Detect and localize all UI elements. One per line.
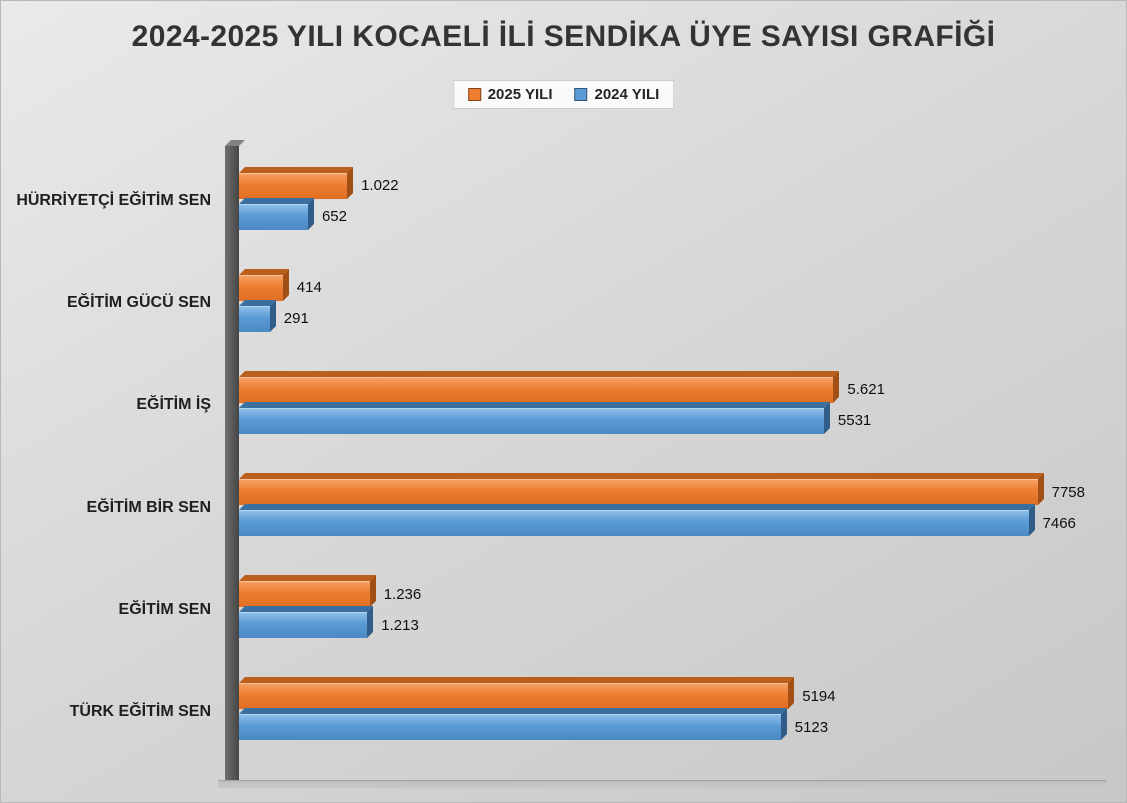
bar-group: 1.022 652 bbox=[239, 172, 1085, 230]
bar-line: 5123 bbox=[239, 714, 1085, 741]
legend-swatch-icon bbox=[574, 88, 588, 101]
value-label: 1.236 bbox=[383, 585, 422, 603]
bar-line: 652 bbox=[239, 203, 1085, 230]
bar-line: 291 bbox=[239, 305, 1085, 332]
bar-2025-yili bbox=[239, 274, 283, 301]
chart-rows: HÜRRİYETÇİ EĞİTİM SEN 1.022 652 EĞİTİM GÜCÜ… bbox=[0, 150, 1127, 763]
bar-line: 414 bbox=[239, 274, 1085, 301]
bar-line: 5194 bbox=[239, 683, 1085, 710]
bar-2025-yili bbox=[239, 683, 789, 710]
bar-2025-yili bbox=[239, 376, 834, 403]
bar-group: 1.236 1.213 bbox=[239, 581, 1085, 639]
chart-floor bbox=[218, 780, 1106, 788]
category-label: EĞİTİM GÜCÜ SEN bbox=[66, 294, 211, 312]
category-label: EĞİTİM SEN bbox=[118, 600, 211, 618]
bar-group: 414 291 bbox=[239, 274, 1085, 332]
bar-2024-yili bbox=[239, 510, 1029, 537]
value-label: 7758 bbox=[1051, 483, 1085, 501]
bar-2024-yili bbox=[239, 714, 781, 741]
bar-group: 5.621 5531 bbox=[239, 376, 1085, 434]
category-label: HÜRRİYETÇİ EĞİTİM SEN bbox=[16, 192, 211, 210]
bar-line: 1.213 bbox=[239, 612, 1085, 639]
value-label: 5194 bbox=[802, 687, 836, 705]
bar-2024-yili bbox=[239, 407, 824, 434]
legend-label: 2025 YILI bbox=[487, 86, 553, 103]
chart-row: EĞİTİM GÜCÜ SEN 414 291 bbox=[0, 252, 1127, 354]
bar-2025-yili bbox=[239, 172, 348, 199]
value-label: 414 bbox=[296, 279, 322, 297]
plot-area: HÜRRİYETÇİ EĞİTİM SEN 1.022 652 EĞİTİM GÜCÜ… bbox=[0, 146, 1127, 788]
chart-row: EĞİTİM SEN 1.236 1.213 bbox=[0, 559, 1127, 661]
category-label: EĞİTİM BİR SEN bbox=[86, 498, 211, 516]
bar-group: 7758 7466 bbox=[239, 479, 1085, 537]
legend: 2025 YILI 2024 YILI bbox=[452, 80, 675, 109]
value-label: 5123 bbox=[794, 718, 829, 736]
value-label: 652 bbox=[321, 208, 347, 226]
bar-line: 5.621 bbox=[239, 376, 1085, 403]
value-label: 7466 bbox=[1042, 514, 1076, 532]
bar-group: 5194 5123 bbox=[239, 683, 1085, 741]
bar-2025-yili bbox=[239, 581, 370, 608]
value-label: 5531 bbox=[837, 412, 872, 430]
axis-wall bbox=[225, 146, 239, 784]
legend-item: 2024 YILI bbox=[574, 86, 660, 103]
bar-line: 7466 bbox=[239, 510, 1085, 537]
bar-2024-yili bbox=[239, 203, 308, 230]
chart-title: 2024-2025 YILI KOCAELİ İLİ SENDİKA ÜYE S… bbox=[131, 20, 996, 53]
bar-2024-yili bbox=[239, 305, 270, 332]
bar-line: 1.022 bbox=[239, 172, 1085, 199]
category-label: EĞİTİM İŞ bbox=[136, 396, 211, 414]
chart-row: EĞİTİM BİR SEN 7758 7466 bbox=[0, 457, 1127, 559]
category-label: TÜRK EĞİTİM SEN bbox=[69, 702, 211, 720]
bar-line: 7758 bbox=[239, 479, 1085, 506]
chart-row: HÜRRİYETÇİ EĞİTİM SEN 1.022 652 bbox=[0, 150, 1127, 252]
bar-2024-yili bbox=[239, 612, 368, 639]
legend-item: 2025 YILI bbox=[467, 86, 553, 103]
value-label: 1.213 bbox=[381, 616, 419, 634]
bar-line: 1.236 bbox=[239, 581, 1085, 608]
chart-row: TÜRK EĞİTİM SEN 5194 5123 bbox=[0, 661, 1127, 763]
value-label: 1.022 bbox=[361, 177, 399, 195]
bar-2025-yili bbox=[239, 479, 1038, 506]
legend-label: 2024 YILI bbox=[594, 86, 660, 103]
value-label: 291 bbox=[283, 310, 309, 328]
chart-row: EĞİTİM İŞ 5.621 5531 bbox=[0, 354, 1127, 456]
legend-swatch-icon bbox=[467, 88, 481, 101]
bar-line: 5531 bbox=[239, 407, 1085, 434]
value-label: 5.621 bbox=[847, 381, 885, 399]
